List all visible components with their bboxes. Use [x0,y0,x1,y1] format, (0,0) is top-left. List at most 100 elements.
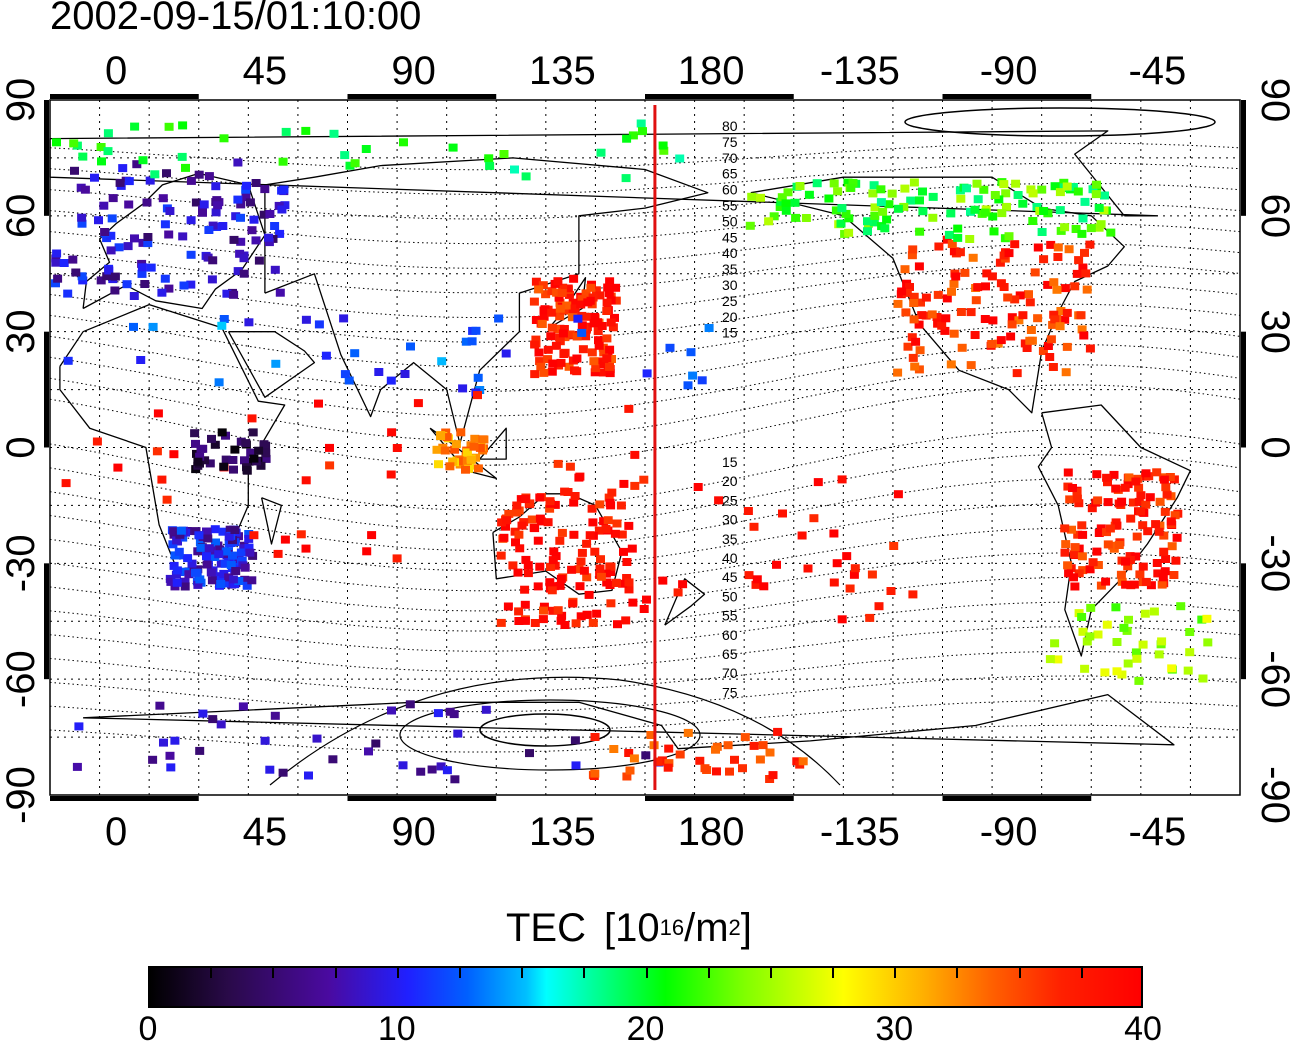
tec-cell [537,320,547,328]
tec-cell [594,336,603,345]
tec-cell [1100,191,1109,200]
tec-cell [1072,494,1082,503]
tec-cell [812,179,822,188]
tec-cell [277,186,287,195]
tec-cell [208,221,218,230]
tec-cell [1056,307,1066,315]
tec-cell [186,250,196,259]
x-tick-label-bottom: 90 [391,810,436,854]
tec-cell [591,364,601,373]
tec-cell [1043,342,1053,350]
y-tick-label-right: 30 [1253,309,1292,354]
tec-cell [797,531,807,540]
tec-cell [1099,206,1109,215]
tec-cell [485,161,495,170]
tec-cell [1077,325,1087,334]
tec-cell [1100,668,1110,677]
tec-cell [432,445,442,454]
tec-cell [1159,531,1169,540]
tec-cell [596,572,606,581]
tec-cell [829,179,839,188]
tec-cell [1063,561,1073,570]
tec-cell [545,578,555,587]
tec-cell [254,446,264,455]
tec-cell [1149,607,1159,616]
tec-cell [893,368,903,377]
contour-label: 25 [722,293,738,309]
tec-cell [280,535,290,544]
tec-cell [955,248,965,257]
tec-cell [556,616,566,625]
colorbar-tick-mark [396,966,399,978]
tec-cell [970,205,980,214]
tec-cell [244,530,254,538]
tec-cell [602,307,612,315]
tec-cell [1026,326,1036,334]
tec-cell [233,267,243,276]
tec-cell [876,198,886,207]
tec-cell [956,194,966,203]
tec-cell [747,192,757,201]
tec-cell [1136,491,1146,500]
tec-cell [176,526,186,535]
tec-cell [908,245,918,254]
tec-cell [153,409,163,418]
tec-cell [628,131,638,140]
tec-cell [914,365,924,374]
tec-cell [207,434,216,443]
x-tick-label-top: -135 [820,49,900,93]
tec-cell [211,182,221,191]
tec-cell [1063,468,1073,477]
tec-cell [218,222,228,230]
tec-cell [572,367,582,376]
tec-cell [791,213,801,222]
tec-cell [504,509,514,518]
tec-cell [973,195,983,204]
tec-cell [413,399,423,408]
tec-cell [1091,190,1101,199]
tec-cell [1197,615,1207,624]
tec-cell [437,357,447,366]
tec-cell [612,519,622,528]
contour-label: 55 [722,608,738,624]
tec-cell [399,138,408,147]
tec-cell [604,289,614,298]
contour-label: 30 [722,277,738,293]
tec-cell [777,193,787,202]
tec-cell [1062,182,1072,191]
tec-cell [908,590,918,599]
tec-cell [546,563,555,571]
colorbar-tick-mark [1018,966,1021,978]
tec-cell [540,305,550,314]
tec-cell [184,570,194,579]
tec-cell [1111,484,1121,493]
tec-cell [714,496,724,505]
tec-cell [1096,220,1106,229]
tec-cell [627,544,637,553]
tec-cell [1094,203,1104,212]
tec-cell [1038,347,1048,355]
tec-cell [730,755,739,764]
tec-cell [1085,240,1095,249]
tec-cell [124,200,134,209]
colorbar-tick-mark [894,966,897,978]
tec-cell [764,217,774,226]
tec-world-map: 8075706560555045403530252015152025303540… [0,49,1292,854]
tec-cell [563,284,573,293]
tec-cell [124,177,134,186]
tec-cell [1161,555,1171,563]
tec-cell [1039,255,1049,264]
contour-label: 75 [722,134,738,150]
tec-cell [265,765,275,774]
tec-cell [433,709,443,718]
tec-cell [196,444,206,453]
tec-cell [596,555,605,564]
colorbar-tick-mark [707,966,710,978]
tec-cell [1198,674,1208,683]
tec-cell [946,209,956,218]
tec-cell [990,191,1000,199]
tec-cell [1069,573,1078,582]
tec-cell [467,337,477,346]
tec-cell [1112,521,1122,530]
tec-cell [1055,322,1065,331]
